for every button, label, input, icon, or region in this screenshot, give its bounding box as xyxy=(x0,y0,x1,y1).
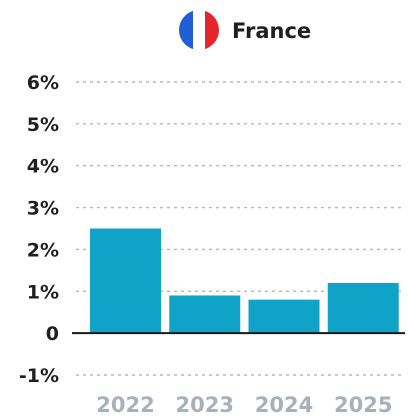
x-tick-label: 2025 xyxy=(334,393,392,417)
x-axis-labels: 2022 2023 2024 2025 xyxy=(96,393,392,417)
y-tick-label: 5% xyxy=(27,114,59,136)
y-tick-label: -1% xyxy=(19,365,59,387)
bar-2023 xyxy=(169,295,241,334)
x-tick-label: 2024 xyxy=(255,393,313,417)
y-tick-label: 2% xyxy=(27,239,59,261)
y-tick-label: 3% xyxy=(27,198,59,220)
y-tick-label: 0 xyxy=(46,323,59,345)
x-tick-label: 2022 xyxy=(96,393,154,417)
country-title: France xyxy=(232,19,311,43)
bar-2024 xyxy=(248,299,320,334)
bar-2022 xyxy=(90,228,161,334)
france-flag-icon xyxy=(179,10,219,50)
y-axis-labels: 6% 5% 4% 3% 2% 1% 0 -1% xyxy=(19,72,59,387)
bars xyxy=(90,228,399,334)
y-tick-label: 1% xyxy=(27,281,59,303)
x-tick-label: 2023 xyxy=(176,393,234,417)
y-tick-label: 4% xyxy=(27,156,59,178)
bar-2025 xyxy=(327,282,399,334)
y-tick-label: 6% xyxy=(27,72,59,94)
